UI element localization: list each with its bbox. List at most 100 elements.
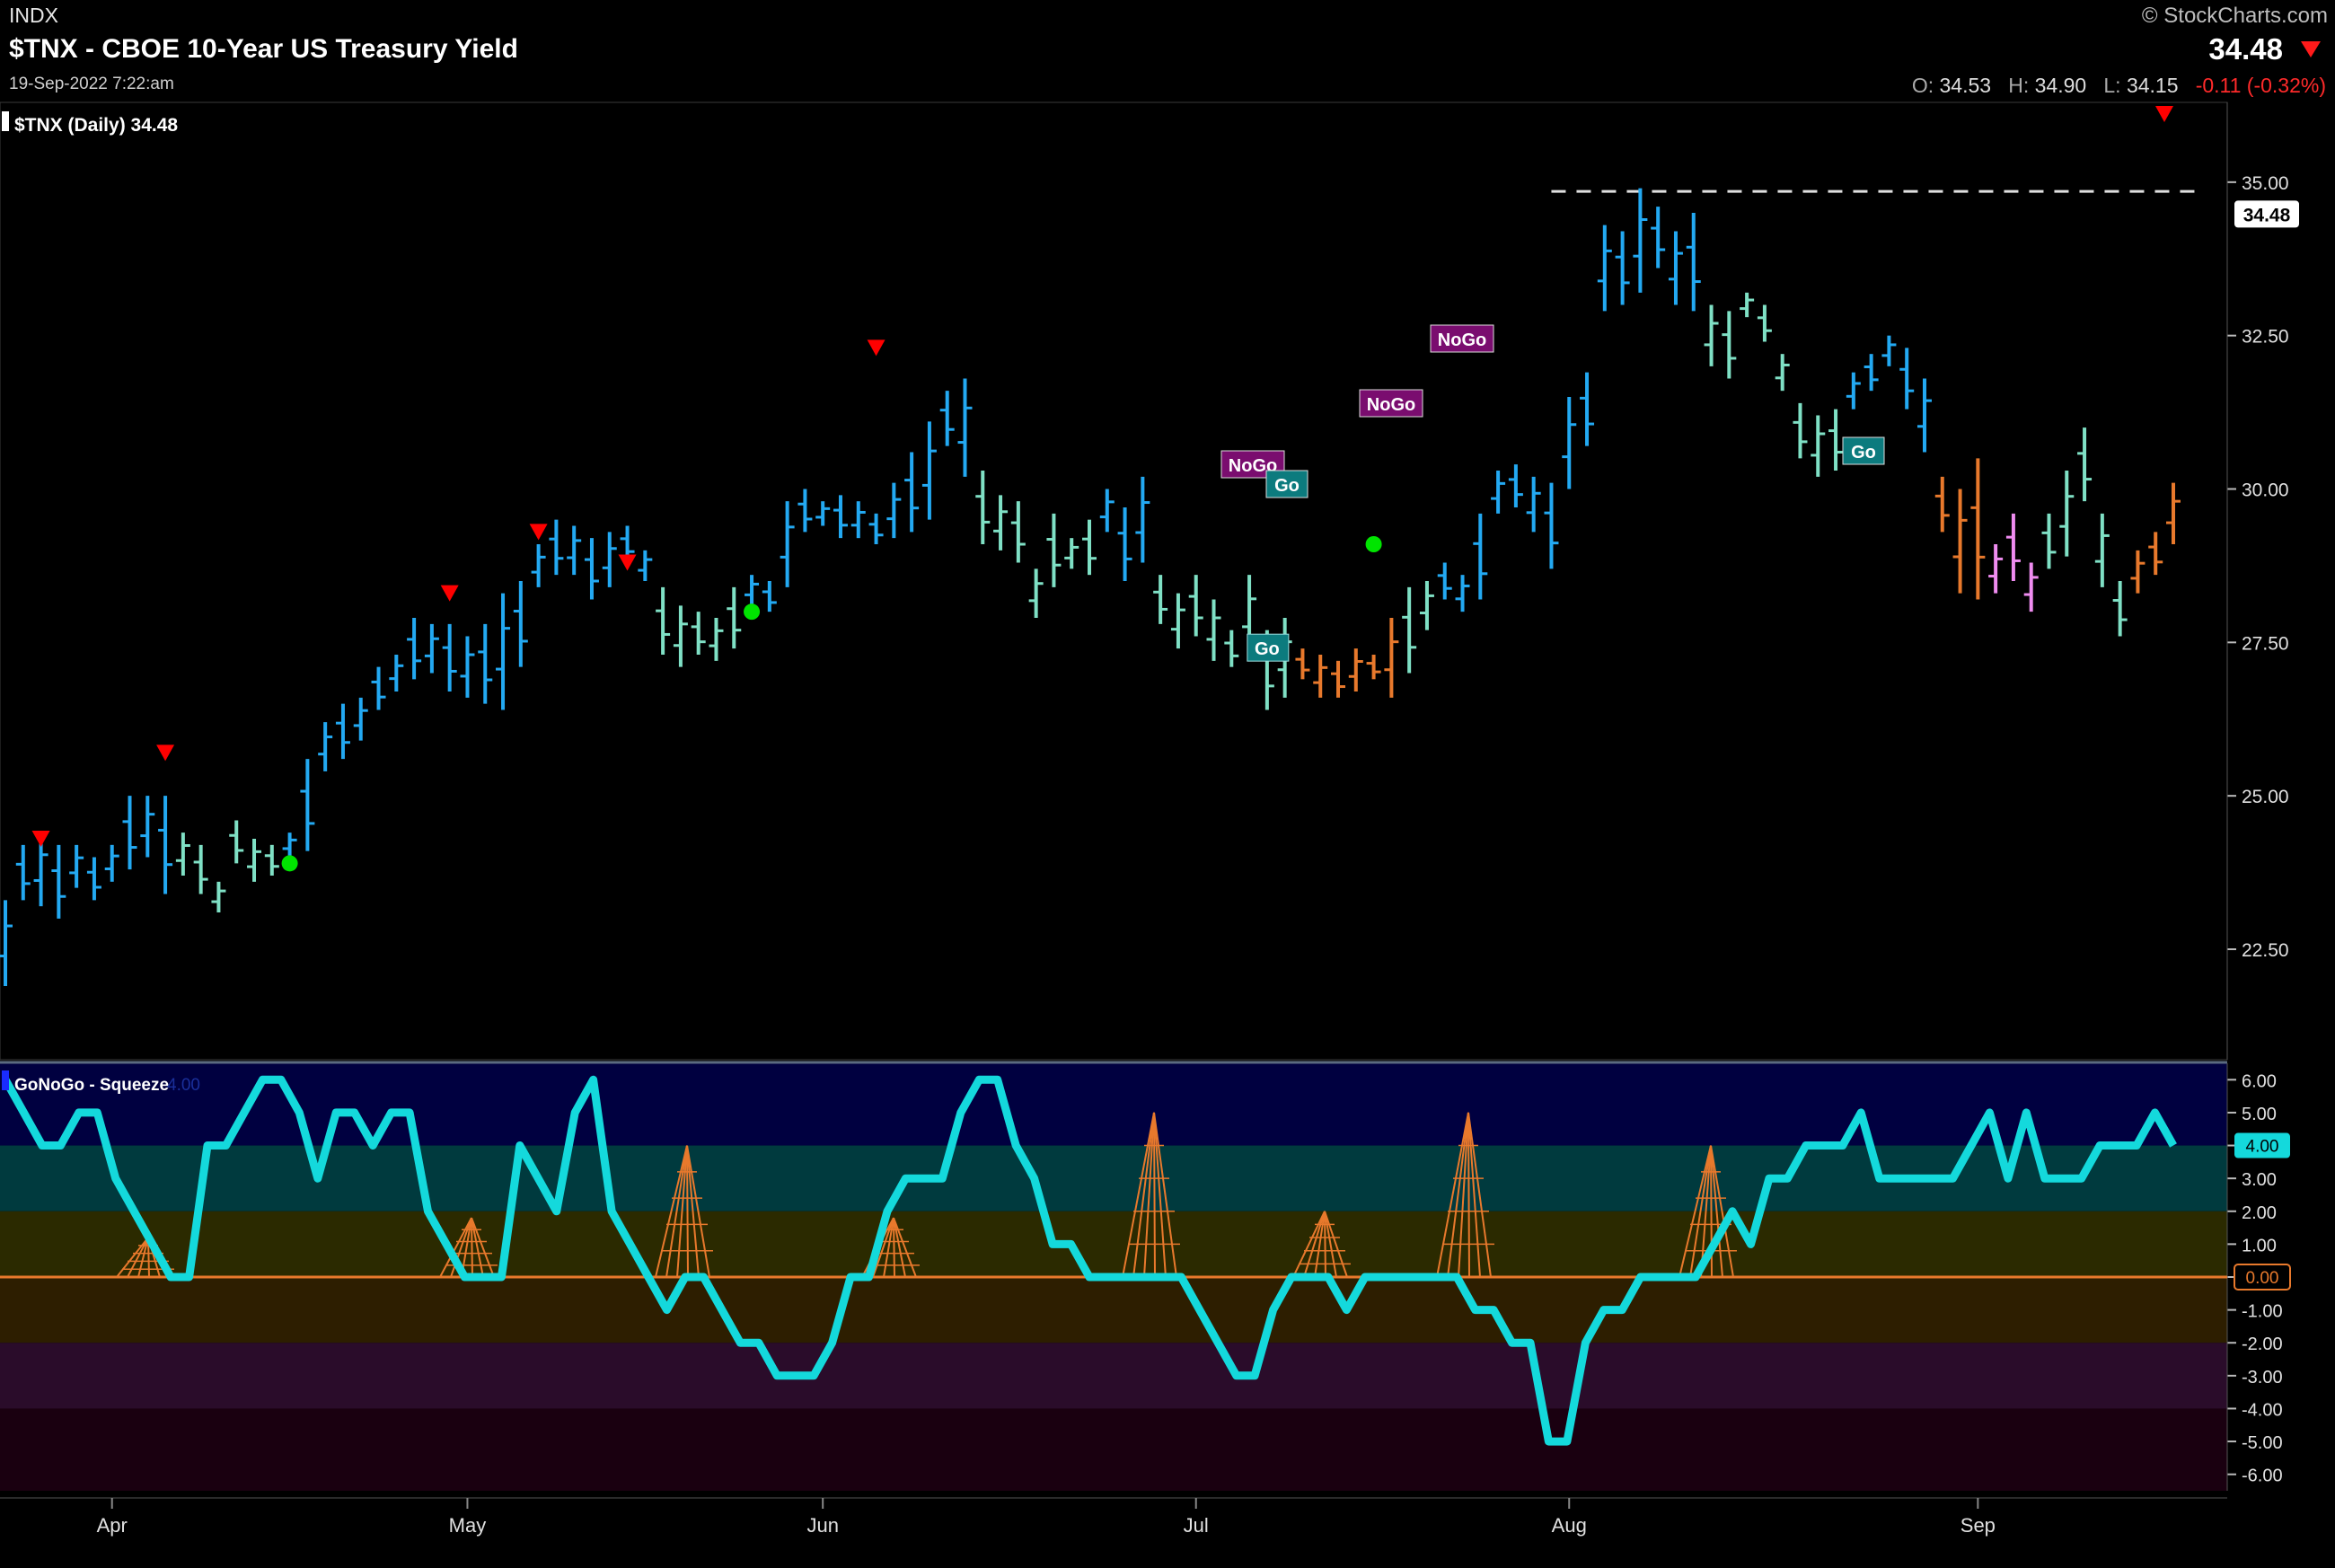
price-bar [158,796,173,894]
squeeze-grid-line [1122,1112,1155,1278]
price-y-tick-label: 30.00 [2242,480,2289,501]
count-end-triangle [440,585,459,602]
gonogo-marker: Go [1842,436,1885,465]
squeeze-grid-line [686,1145,689,1278]
price-bar [549,519,564,576]
price-bar [371,666,386,710]
squeeze-grid-line [1324,1211,1348,1278]
price-bar [1668,231,1683,305]
last-price: 34.48 [2208,32,2283,66]
price-bar [389,655,404,692]
oscillator-band [0,1408,2227,1491]
price-bar [2023,562,2039,612]
squeeze-grid-line [1447,1112,1469,1278]
price-bar [904,452,920,533]
osc-y-tick-label: -3.00 [2242,1368,2283,1387]
oscillator-band [0,1211,2227,1277]
price-bar [833,495,848,539]
go-dot-marker [281,855,298,872]
last-price-tag-box [2234,200,2299,228]
price-bar [1384,618,1399,698]
osc-y-tick-label: -5.00 [2242,1433,2283,1453]
change-value: -0.11 (-0.32%) [2195,74,2326,97]
price-bar [1651,207,1666,269]
squeeze-grid-line [1303,1211,1326,1278]
oscillator-value-tags: 4.00 0.00 [2234,1132,2291,1291]
squeeze-grid-line [665,1145,688,1278]
go-dot-marker [744,603,761,621]
price-y-tick-label: 35.00 [2242,173,2289,194]
signal-markers: Go [31,339,1382,872]
x-tick-label: Apr [97,1514,128,1537]
squeeze-grid-line [471,1217,484,1278]
price-bar [1295,648,1310,680]
price-panel-frame [0,101,2228,1061]
stockcharts-watermark[interactable]: © StockCharts.com [2141,4,2328,28]
price-bar [1562,397,1577,489]
price-bar [567,525,582,576]
squeeze-grid-line [450,1217,472,1278]
osc-zero-value-box [2234,1264,2291,1291]
price-bar [1899,348,1915,410]
price-bar [1952,489,1968,594]
price-bar [496,593,511,710]
go-signal-label: Go [1247,633,1290,662]
price-bar [602,532,617,587]
gonogo-marker-text: NoGo [1438,330,1486,350]
osc-last-value-text: 4.00 [2246,1138,2279,1157]
price-bar [2005,513,2021,581]
go-signal-box [1247,633,1290,662]
open-label: O: [1911,74,1934,97]
price-bar [1188,575,1203,637]
squeeze-grid-line [1467,1112,1492,1278]
squeeze-grid-line [137,1237,149,1278]
price-bar [318,722,333,771]
price-y-tick-label: 27.50 [2242,633,2289,654]
price-bar [15,844,31,901]
oscillator-series-line [2,1075,2177,1446]
price-bar [815,501,831,526]
gonogo-marker-box [1430,324,1494,353]
gonogo-marker-box [1359,389,1423,418]
price-bar [797,489,813,533]
open-value: 34.53 [1939,74,1992,97]
price-bar [2094,513,2110,587]
osc-y-tick-label: -1.00 [2242,1302,2283,1322]
price-bar [2166,482,2181,544]
squeeze-grid-line [686,1145,700,1278]
oscillator-panel[interactable]: 6.00 5.00 4.00 3.00 2.00 1.00 0.00 -1.00 -2.00 -3… [0,1061,2291,1491]
price-bar [1010,501,1026,563]
price-bar [1775,354,1790,392]
squeeze-grid-line [1689,1145,1712,1278]
price-bar [727,586,742,649]
price-bar [1934,476,1950,533]
price-bar [211,881,226,912]
price-bar [175,832,190,876]
price-bar [1224,630,1239,667]
price-bar [353,697,368,741]
price-bar [229,820,244,864]
high-label: H: [2008,74,2030,97]
osc-y-tick-label: -6.00 [2242,1467,2283,1486]
price-bar [460,636,475,698]
price-bar [584,538,599,600]
count-end-triangle [156,744,175,762]
price-bar [1135,476,1150,563]
count-end-triangle [867,339,886,357]
price-bar [1206,599,1221,661]
price-bar [1508,464,1523,507]
price-bar [886,482,902,539]
oscillator-panel-label: GoNoGo - Squeeze [14,1076,169,1095]
price-bar [1348,648,1363,692]
price-y-tick-label: 22.50 [2242,940,2289,961]
price-bar [264,844,279,876]
price-panel-legend: $TNX (Daily) 34.48 [2,111,178,136]
price-bar [335,703,350,760]
price-bar [1811,415,1826,477]
go-signal-text: Go [1255,639,1280,659]
squeeze-grid-line [1314,1211,1326,1278]
price-bar [709,618,724,661]
price-bar [939,391,955,446]
